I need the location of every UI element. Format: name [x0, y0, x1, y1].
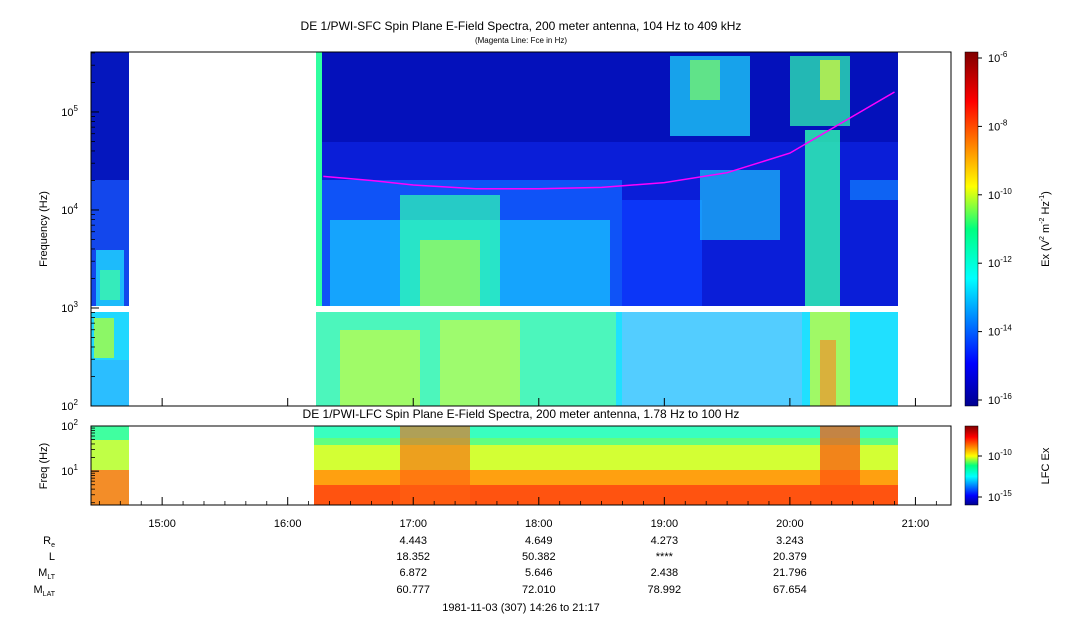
bottom-colorbar-label: LFC Ex — [1040, 447, 1052, 484]
ephemeris-value: 4.443 — [399, 535, 427, 547]
time-axis: 15:00 16:00 17:00 18:00 19:00 20:00 21:00 — [98, 398, 937, 530]
time-tick-label: 17:00 — [399, 518, 427, 530]
top-colorbar-tick-label: 10-16 — [988, 392, 1012, 407]
ephemeris-value: 18.352 — [396, 551, 430, 563]
ephemeris-value: 60.777 — [396, 584, 430, 596]
ephemeris-value: 2.438 — [651, 567, 679, 579]
top-y-tick-label: 104 — [61, 202, 78, 217]
ephemeris-value: 21.796 — [773, 567, 807, 579]
ephemeris-value: 67.654 — [773, 584, 807, 596]
time-tick-label: 19:00 — [651, 518, 679, 530]
time-range-footer: 1981-11-03 (307) 14:26 to 21:17 — [442, 602, 600, 614]
ephemeris-table: Re L MLT MLAT 4.443 18.352 6.872 60.777 4.649 50.… — [34, 535, 807, 598]
ephemeris-value: 6.872 — [399, 567, 427, 579]
ephemeris-value: **** — [656, 551, 674, 563]
top-frequency-axis: 102 103 104 105 — [61, 52, 99, 413]
ephemeris-value: 4.273 — [651, 535, 679, 547]
top-y-axis-label: Frequency (Hz) — [38, 191, 50, 267]
top-panel-subtitle: (Magenta Line: Fce in Hz) — [475, 36, 567, 45]
top-spectrogram-panel — [90, 51, 952, 407]
fce-magenta-line — [323, 91, 895, 190]
time-tick-label: 16:00 — [274, 518, 302, 530]
top-colorbar-tick-label: 10-14 — [988, 324, 1012, 339]
bottom-panel-title: DE 1/PWI-LFC Spin Plane E-Field Spectra,… — [303, 407, 740, 421]
bottom-colorbar: 10-10 10-15 LFC Ex — [964, 425, 1052, 506]
bottom-frequency-axis: 101 102 — [61, 418, 99, 504]
bottom-spectrogram-panel — [90, 425, 952, 506]
top-colorbar-tick-label: 10-8 — [988, 118, 1008, 133]
ephemeris-value: 72.010 — [522, 584, 556, 596]
ephemeris-row-label: Re — [43, 535, 55, 549]
ephemeris-value: 50.382 — [522, 551, 556, 563]
top-spectrogram-blocks — [91, 52, 898, 406]
top-colorbar-tick-label: 10-12 — [988, 255, 1012, 270]
top-y-tick-label: 103 — [61, 300, 78, 315]
ephemeris-row-label: L — [49, 551, 55, 563]
bottom-spectrogram-blocks — [91, 426, 898, 505]
ephemeris-value: 78.992 — [648, 584, 682, 596]
time-tick-label: 21:00 — [902, 518, 930, 530]
bottom-colorbar-tick-label: 10-15 — [988, 489, 1012, 504]
bottom-y-tick-label: 102 — [61, 418, 78, 433]
time-tick-label: 18:00 — [525, 518, 553, 530]
bottom-y-axis-label: Freq (Hz) — [38, 443, 50, 489]
bottom-colorbar-tick-label: 10-10 — [988, 448, 1012, 463]
bottom-y-tick-label: 101 — [61, 463, 78, 478]
ephemeris-value: 4.649 — [525, 535, 553, 547]
top-colorbar-tick-label: 10-6 — [988, 50, 1008, 65]
time-tick-label: 20:00 — [776, 518, 804, 530]
ephemeris-value: 3.243 — [776, 535, 804, 547]
top-y-tick-label: 102 — [61, 398, 78, 413]
top-colorbar-label: Ex (V2 m-2 Hz-1) — [1039, 191, 1052, 267]
ephemeris-row-label: MLAT — [34, 584, 56, 598]
top-panel-title: DE 1/PWI-SFC Spin Plane E-Field Spectra,… — [301, 19, 742, 33]
ephemeris-row-label: MLT — [38, 567, 56, 581]
top-colorbar: 10-6 10-8 10-10 10-12 10-14 10-16 Ex (V2 m-2 … — [964, 50, 1052, 407]
time-tick-label: 15:00 — [148, 518, 176, 530]
top-y-tick-label: 105 — [61, 104, 78, 119]
ephemeris-value: 20.379 — [773, 551, 807, 563]
ephemeris-value: 5.646 — [525, 567, 553, 579]
top-colorbar-tick-label: 10-10 — [988, 187, 1012, 202]
